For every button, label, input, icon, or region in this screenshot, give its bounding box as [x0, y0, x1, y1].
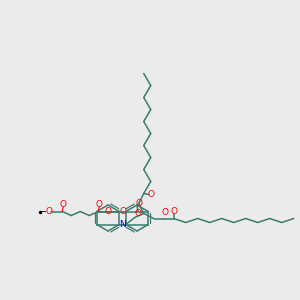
Text: O: O [170, 207, 177, 216]
Text: O: O [135, 199, 142, 208]
Text: O: O [161, 208, 168, 217]
Text: O: O [105, 207, 112, 216]
Text: −: − [39, 206, 47, 217]
Text: O: O [134, 209, 142, 218]
Text: N: N [119, 220, 126, 229]
Text: O: O [46, 207, 53, 216]
Text: O: O [147, 190, 154, 199]
Text: O: O [119, 207, 126, 216]
Text: O: O [96, 200, 103, 209]
Text: O: O [60, 200, 67, 209]
